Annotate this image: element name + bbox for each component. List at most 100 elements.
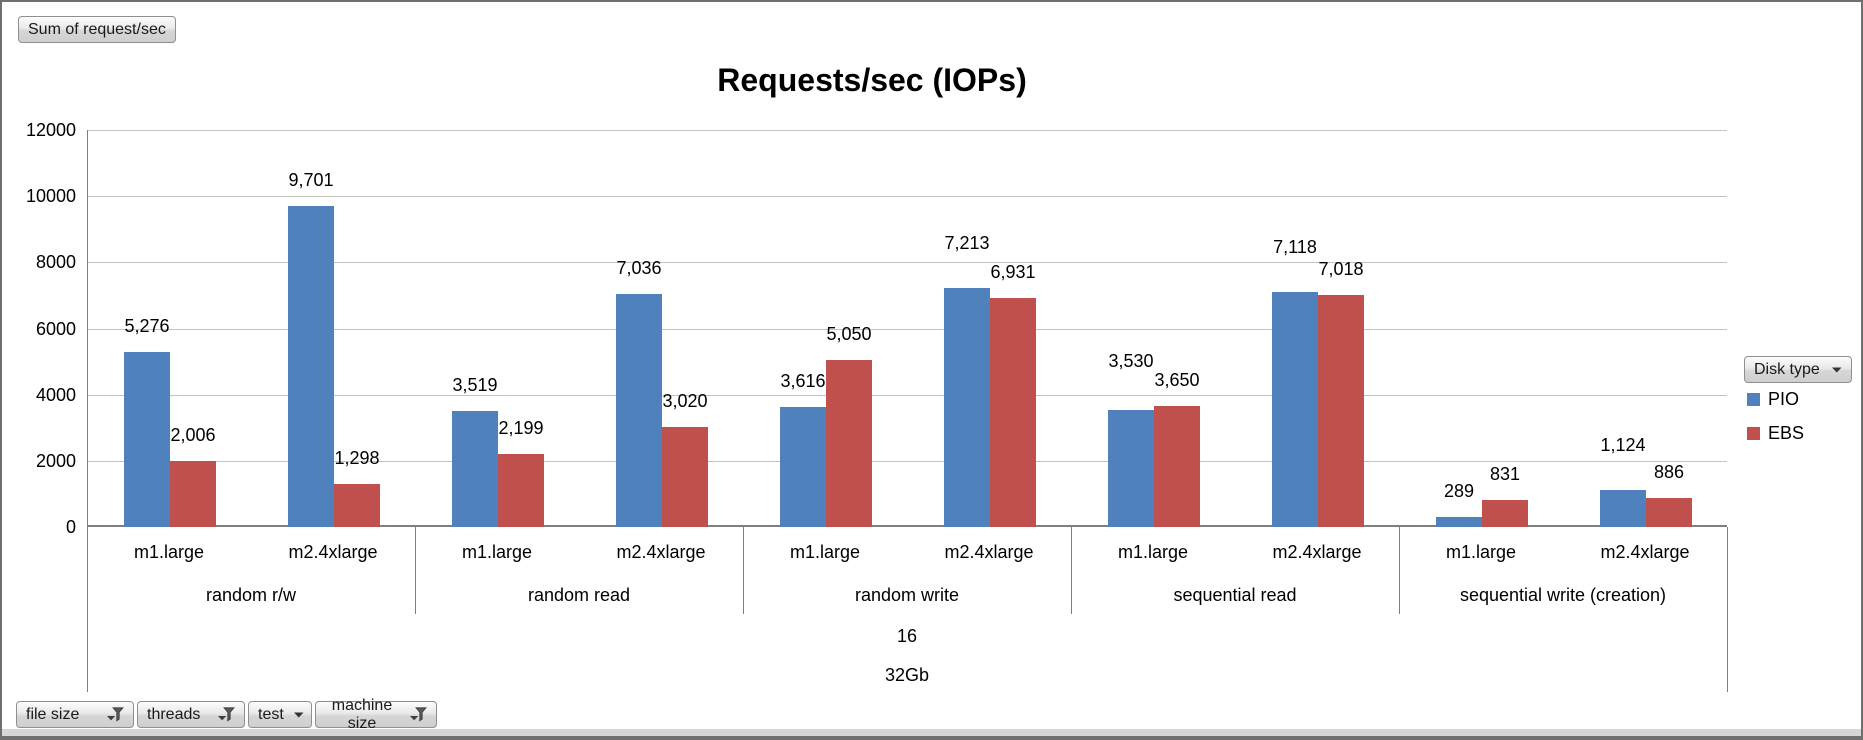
- pio-bar[interactable]: [780, 407, 826, 527]
- data-label: 3,530: [1108, 351, 1154, 372]
- ebs-bar[interactable]: [826, 359, 872, 527]
- filter-funnel-icon: [409, 706, 427, 723]
- y-axis-tick-label: 4000: [35, 384, 76, 405]
- pio-bar[interactable]: [1272, 291, 1318, 527]
- field-button-file-size[interactable]: file size: [16, 701, 134, 728]
- pio-bar[interactable]: [1600, 489, 1646, 527]
- field-button-label: threads: [147, 705, 201, 723]
- data-label: 1,124: [1600, 434, 1646, 455]
- data-label: 831: [1489, 463, 1521, 484]
- machine-size-label: m2.4xlarge: [1600, 541, 1690, 562]
- data-label: 5,050: [826, 323, 872, 344]
- ebs-bar[interactable]: [662, 427, 708, 527]
- x-axis-line: [87, 525, 1727, 527]
- threads-value-label: 16: [896, 625, 918, 646]
- data-label: 3,020: [662, 391, 708, 412]
- y-axis-tick-label: 6000: [35, 318, 76, 339]
- field-button-threads[interactable]: threads: [137, 701, 245, 728]
- gridline: [87, 130, 1727, 131]
- y-axis-tick-label: 2000: [35, 450, 76, 471]
- legend: PIO EBS: [1747, 389, 1804, 444]
- legend-swatch: [1747, 427, 1760, 440]
- gridline: [87, 394, 1727, 396]
- gridline: [87, 262, 1727, 264]
- machine-size-label: m1.large: [789, 541, 861, 562]
- machine-size-label: m2.4xlarge: [616, 541, 706, 562]
- pio-bar[interactable]: [288, 206, 334, 527]
- pio-bar[interactable]: [944, 288, 990, 527]
- field-button-label: machine size: [331, 696, 393, 732]
- filter-funnel-icon: [217, 706, 235, 723]
- data-label: 2,199: [498, 418, 544, 439]
- gridline: [87, 196, 1727, 198]
- data-label: 886: [1653, 461, 1685, 482]
- legend-item: PIO: [1747, 389, 1804, 410]
- legend-item: EBS: [1747, 423, 1804, 444]
- value-field-button-label: Sum of request/sec: [28, 20, 166, 38]
- machine-size-label: m1.large: [133, 541, 205, 562]
- gridline: [87, 328, 1727, 330]
- y-axis-tick-label: 8000: [35, 252, 76, 273]
- test-category-label: random write: [854, 585, 960, 605]
- y-axis-tick-label: 12000: [25, 120, 76, 140]
- category-separator: [1399, 527, 1400, 614]
- field-button-test[interactable]: test: [248, 701, 312, 728]
- legend-item-label: EBS: [1768, 423, 1805, 443]
- category-separator: [415, 527, 416, 614]
- pio-bar[interactable]: [1108, 410, 1154, 527]
- pio-bar[interactable]: [452, 410, 498, 527]
- data-label: 9,701: [288, 170, 334, 191]
- axis-field-buttons: file size threads test machine size: [16, 697, 437, 732]
- bottom-strip: [2, 729, 1861, 736]
- field-button-machine-size[interactable]: machine size: [315, 697, 437, 732]
- field-button-label: test: [258, 705, 284, 723]
- dropdown-arrow-icon: [1832, 367, 1842, 373]
- ebs-bar[interactable]: [498, 454, 544, 527]
- test-category-label: random read: [527, 585, 631, 605]
- ebs-bar[interactable]: [1482, 499, 1528, 527]
- pio-bar[interactable]: [616, 294, 662, 527]
- test-category-label: sequential write (creation): [1459, 585, 1667, 605]
- data-label: 5,276: [124, 316, 170, 337]
- ebs-bar[interactable]: [1154, 406, 1200, 527]
- machine-size-label: m1.large: [1117, 541, 1189, 562]
- machine-size-label: m2.4xlarge: [1272, 541, 1362, 562]
- value-field-button[interactable]: Sum of request/sec: [18, 16, 176, 43]
- legend-swatch: [1747, 393, 1760, 406]
- data-label: 3,519: [452, 374, 498, 395]
- data-label: 289: [1443, 481, 1475, 502]
- field-button-label: file size: [26, 705, 80, 723]
- legend-field-button-label: Disk type: [1754, 360, 1820, 378]
- category-separator: [743, 527, 744, 614]
- legend-field-button[interactable]: Disk type: [1744, 356, 1852, 383]
- ebs-bar[interactable]: [990, 297, 1036, 527]
- machine-size-label: m1.large: [1445, 541, 1517, 562]
- data-label: 1,298: [334, 448, 380, 469]
- dropdown-arrow-icon: [293, 712, 304, 718]
- ebs-bar[interactable]: [170, 460, 216, 527]
- y-axis-tick-label: 10000: [25, 186, 76, 207]
- data-label: 6,931: [990, 261, 1036, 282]
- data-label: 7,036: [616, 258, 662, 279]
- chart-title: Requests/sec (IOPs): [717, 62, 1027, 98]
- y-axis-line: [87, 130, 88, 692]
- machine-size-label: m1.large: [461, 541, 533, 562]
- file-size-value-label: 32Gb: [884, 664, 930, 685]
- data-label: 3,650: [1154, 370, 1200, 391]
- test-category-label: random r/w: [205, 585, 297, 605]
- machine-size-label: m2.4xlarge: [944, 541, 1034, 562]
- ebs-bar[interactable]: [1318, 294, 1364, 527]
- pio-bar[interactable]: [124, 352, 170, 527]
- ebs-bar[interactable]: [1646, 497, 1692, 527]
- machine-size-label: m2.4xlarge: [288, 541, 378, 562]
- category-separator: [1071, 527, 1072, 614]
- data-label: 7,118: [1273, 236, 1317, 257]
- data-label: 2,006: [170, 424, 216, 445]
- pio-bar[interactable]: [1436, 517, 1482, 527]
- ebs-bar[interactable]: [334, 484, 380, 527]
- data-label: 7,213: [944, 233, 990, 254]
- test-category-label: sequential read: [1173, 585, 1297, 605]
- filter-funnel-icon: [106, 706, 124, 723]
- data-label: 7,018: [1318, 258, 1364, 279]
